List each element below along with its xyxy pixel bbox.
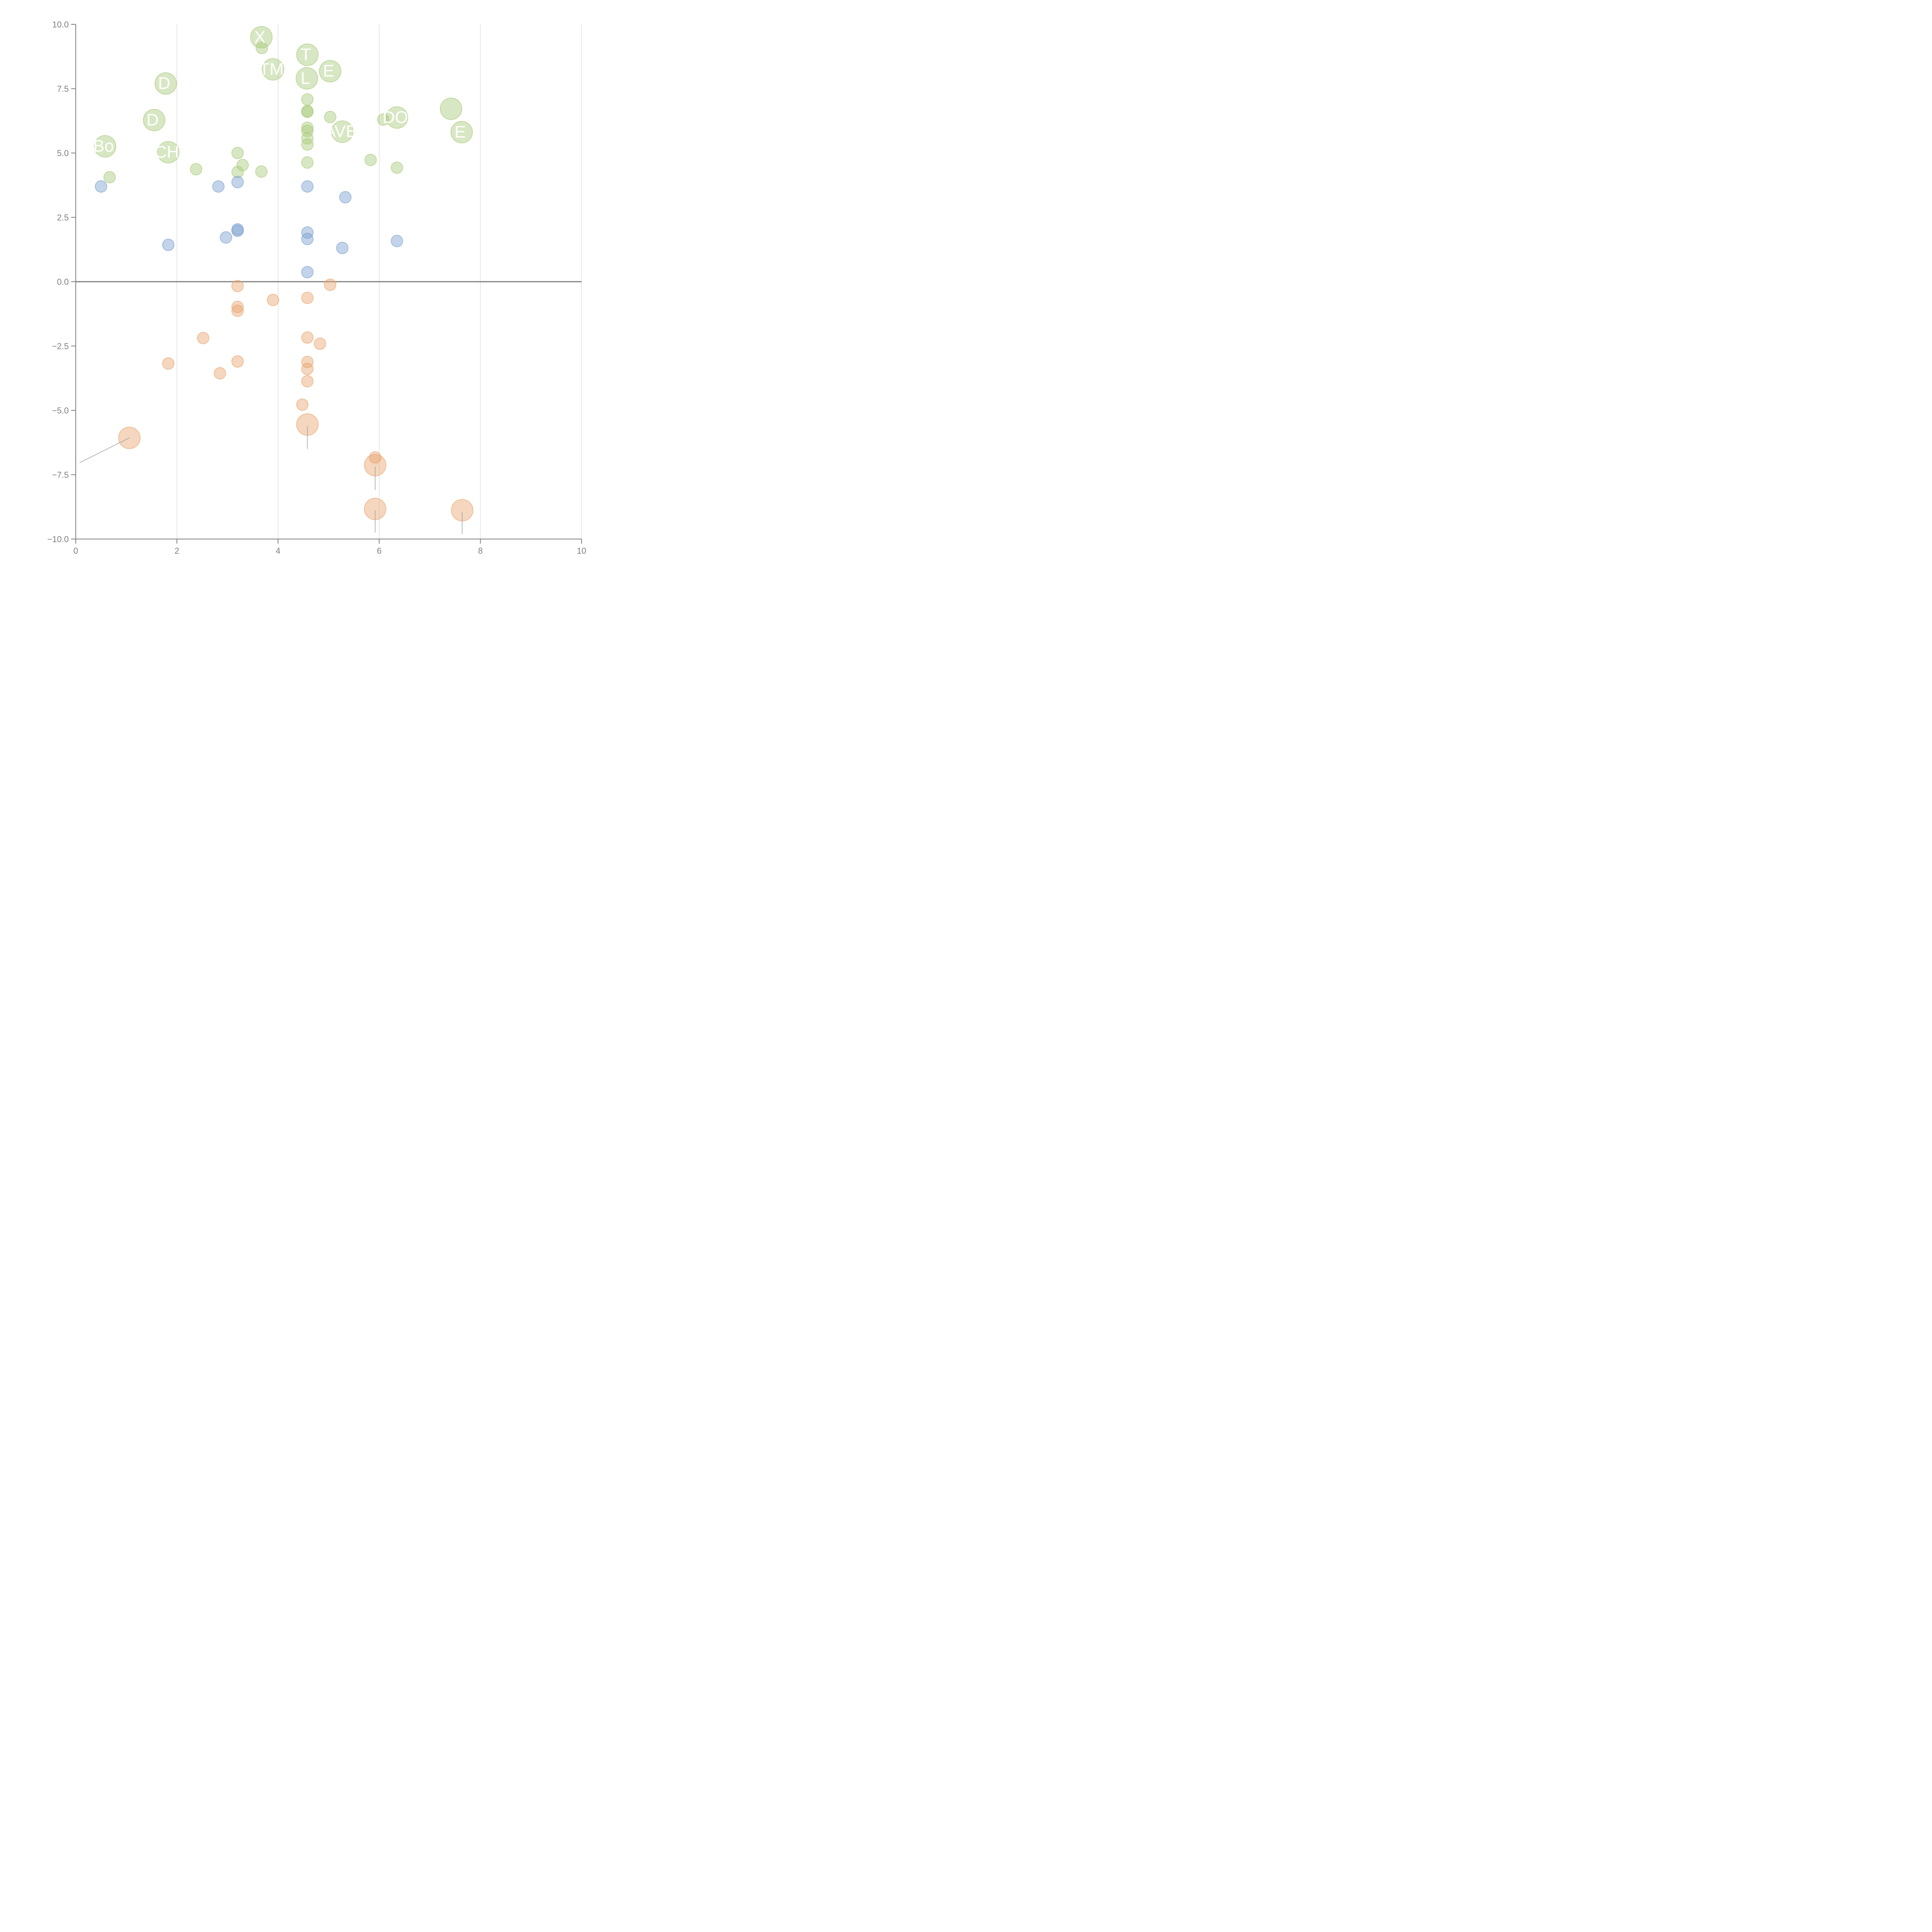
x-tick-label: 2 <box>175 546 179 556</box>
y-tick-label: −7.5 <box>52 470 69 480</box>
bubble-orange <box>301 291 314 304</box>
bubble-label: T <box>301 45 311 64</box>
bubble-green <box>440 97 463 120</box>
y-tick-label: 2.5 <box>57 213 69 223</box>
bubble-orange <box>296 398 309 411</box>
bubble-label: E <box>454 122 466 141</box>
bubble-green <box>103 171 116 184</box>
y-tick-label: −2.5 <box>52 342 69 351</box>
bubble-green <box>94 135 116 158</box>
bubble-blue <box>301 180 314 193</box>
bubble-green <box>386 106 408 129</box>
bubble-green <box>301 156 314 169</box>
bubble-orange <box>231 301 244 313</box>
leader-lines <box>80 426 463 534</box>
bubble-label: D <box>158 74 170 93</box>
bubbles <box>94 26 474 522</box>
bubble-green <box>391 161 403 174</box>
bubble-blue <box>162 238 175 251</box>
x-tick-label: 6 <box>377 546 381 556</box>
y-tick-label: 0.0 <box>57 277 69 287</box>
y-tick-label: −5.0 <box>52 406 69 415</box>
bubble-label: X <box>254 27 265 46</box>
bubble-label: TM <box>259 60 284 79</box>
bubble-orange <box>231 355 244 368</box>
bubble-blue <box>391 235 403 247</box>
x-tick-label: 4 <box>276 546 280 556</box>
bubble-green <box>262 58 284 81</box>
bubble-orange <box>301 331 314 344</box>
bubble-blue <box>301 266 314 279</box>
bubble-green <box>301 105 314 118</box>
y-tick-label: 5.0 <box>57 148 69 158</box>
bubble-orange <box>267 294 279 306</box>
y-tick-label: 7.5 <box>57 84 69 94</box>
bubble-orange <box>197 332 209 344</box>
y-axis-ticks: 10.0 7.5 5.0 2.5 0.0 −2.5 −5.0 −7.5 −10.0 <box>47 20 76 544</box>
x-tick-label: 0 <box>73 546 78 556</box>
bubble-green <box>157 141 180 164</box>
bubble-orange <box>301 375 314 388</box>
x-axis-ticks: 0 2 4 6 8 10 <box>73 539 586 556</box>
bubble-green <box>319 60 342 83</box>
bubble-green <box>250 26 273 49</box>
bubble-green <box>190 163 202 175</box>
bubble-blue <box>95 180 107 193</box>
bubble-orange <box>231 280 244 293</box>
bubble-blue <box>212 180 225 193</box>
bubble-green <box>324 111 337 123</box>
bubble-blue <box>301 226 314 239</box>
bubble-green <box>301 124 314 137</box>
bubble-orange <box>324 278 337 291</box>
bubble-label: DO <box>383 108 408 127</box>
bubble-green <box>296 67 318 90</box>
bubble-orange <box>314 337 327 350</box>
bubble-blue <box>339 191 352 204</box>
bubble-green <box>450 121 473 144</box>
bubble-green <box>236 159 249 172</box>
bubble-green <box>255 165 268 178</box>
bubble-label: L <box>301 69 310 88</box>
x-tick-label: 10 <box>577 546 586 556</box>
bubble-green <box>231 147 244 159</box>
leader-line <box>80 437 130 463</box>
bubble-label: E <box>323 61 334 80</box>
bubble-orange <box>301 362 314 375</box>
bubble-green <box>155 72 177 95</box>
bubble-green <box>331 120 354 143</box>
bubble-green <box>231 166 244 179</box>
bubble-label: Bo <box>93 137 114 156</box>
bubble-green <box>301 121 314 134</box>
bubble-blue <box>336 242 349 254</box>
bubble-label: CH <box>155 143 179 162</box>
bubble-label: AVE <box>324 122 357 141</box>
bubble-green <box>301 138 314 151</box>
bubble-green <box>255 42 268 54</box>
bubble-blue <box>219 231 232 244</box>
bubble-orange <box>231 304 244 317</box>
bubble-green <box>377 113 389 126</box>
bubble-blue <box>231 176 244 189</box>
bubble-orange <box>214 367 226 380</box>
y-tick-label: −10.0 <box>47 534 69 544</box>
bubble-label: D <box>146 111 159 129</box>
bubble-blue <box>231 224 244 237</box>
bubble-blue <box>301 233 314 245</box>
x-tick-label: 8 <box>478 546 483 556</box>
bubble-orange <box>301 355 314 368</box>
bubble-green <box>364 153 377 166</box>
bubble-orange <box>162 357 175 370</box>
bubble-chart: 10.0 7.5 5.0 2.5 0.0 −2.5 −5.0 −7.5 −10.0 0 2 4 6 8 1… <box>47 20 586 556</box>
bubble-green <box>143 109 165 131</box>
y-tick-label: 10.0 <box>52 20 69 29</box>
bubble-green <box>301 93 314 106</box>
bubble-green <box>296 43 319 66</box>
